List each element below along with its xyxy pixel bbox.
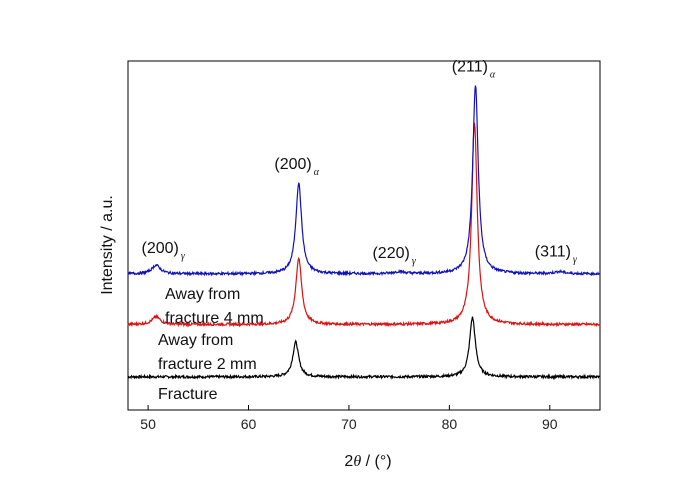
series-label: fracture 2 mm	[158, 356, 257, 373]
x-ticks: 50 60 70 80 90	[140, 405, 558, 432]
peak-labels: (200) γ (200) α (220) γ (211) α (311) γ	[141, 58, 577, 267]
x-tick-label: 70	[341, 416, 357, 432]
peak-label: (220) γ	[372, 245, 416, 267]
peak-label: (311) γ	[535, 243, 578, 265]
series-line-0	[127, 316, 601, 381]
series-lines	[127, 85, 601, 381]
y-axis-label: Intensity / a.u.	[99, 195, 116, 295]
series-label: Away from	[158, 332, 233, 349]
x-tick-label: 90	[542, 416, 558, 432]
x-axis-label: 2θ / (°)	[344, 453, 391, 470]
x-tick-label: 50	[140, 416, 156, 432]
x-tick-label: 60	[241, 416, 257, 432]
series-label: Away from	[165, 286, 240, 303]
series-line-1	[127, 122, 601, 328]
series-labels: Fracture Away from fracture 2 mm Away from f…	[158, 286, 264, 403]
series-label: Fracture	[158, 386, 218, 403]
series-line-2	[127, 85, 601, 277]
series-label: fracture 4 mm	[165, 310, 264, 327]
plot-frame	[127, 60, 601, 411]
peak-label: (200) α	[274, 156, 319, 178]
x-tick-label: 80	[442, 416, 458, 432]
peak-label: (211) α	[452, 58, 496, 80]
peak-label: (200) γ	[141, 240, 185, 262]
